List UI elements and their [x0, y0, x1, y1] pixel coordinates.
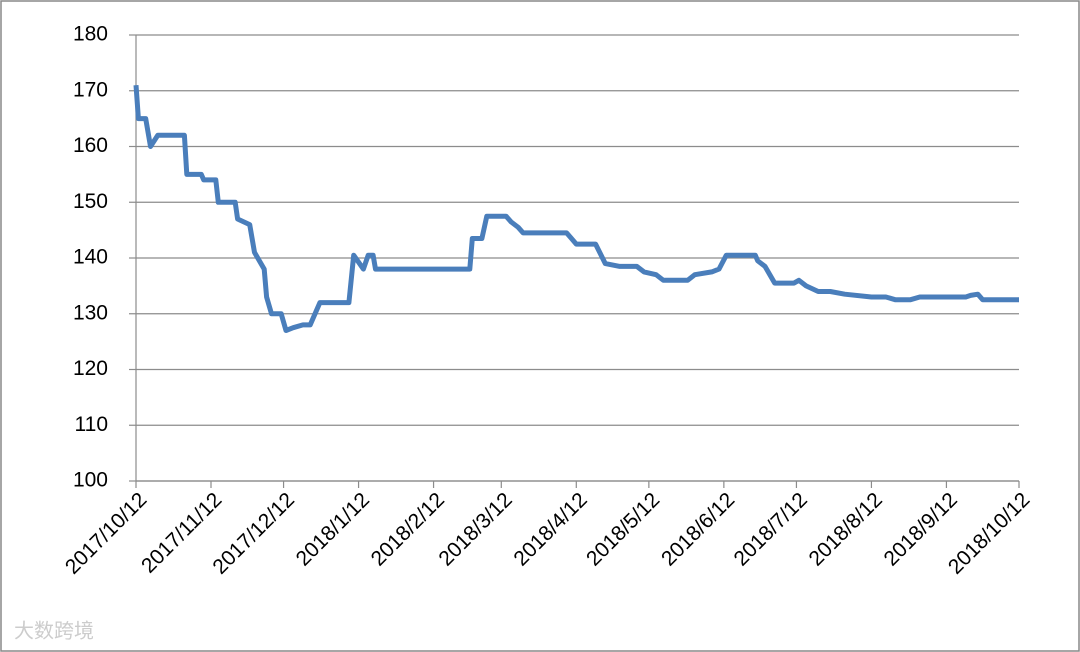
- y-tick-label: 170: [73, 78, 108, 101]
- y-tick-label: 160: [73, 134, 108, 157]
- watermark: 大数跨境: [14, 619, 94, 642]
- y-tick-label: 140: [73, 246, 108, 269]
- y-tick-label: 110: [75, 413, 108, 436]
- data-line: [133, 85, 1019, 333]
- y-tick-label: 180: [73, 23, 108, 46]
- y-tick-label: 130: [73, 301, 108, 324]
- y-tick-label: 100: [73, 469, 108, 492]
- y-tick-label: 150: [73, 190, 108, 213]
- y-tick-label: 120: [73, 357, 108, 380]
